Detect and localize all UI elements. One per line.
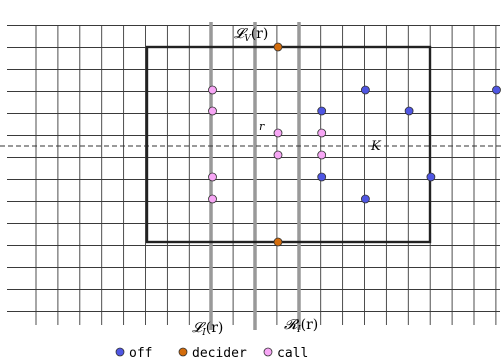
- off-point: [404, 106, 414, 116]
- call-point: [317, 128, 327, 138]
- call-point: [208, 172, 217, 182]
- legend-item-decider: decider: [178, 346, 247, 361]
- region-box: [145, 45, 432, 244]
- off-point: [360, 85, 370, 95]
- decider-point: [273, 42, 283, 52]
- decider-point: [273, 237, 283, 247]
- points: [208, 42, 501, 247]
- legend-swatch: [178, 347, 188, 357]
- legend-label: call: [277, 346, 308, 361]
- off-point: [317, 172, 327, 182]
- call-point: [208, 194, 217, 204]
- legend-item-off: off: [115, 346, 152, 361]
- legend-item-call: call: [263, 346, 308, 361]
- legend-swatch: [115, 347, 125, 357]
- call-point: [273, 128, 283, 138]
- light-cone-lines: [209, 22, 301, 330]
- r-i-label: 𝓡I(r): [284, 317, 318, 335]
- call-point: [208, 85, 217, 95]
- l-v-label: 𝓛V(r): [234, 26, 268, 44]
- off-point: [360, 194, 370, 204]
- l-i-arg: (r): [206, 320, 224, 336]
- legend-swatch: [263, 347, 273, 357]
- r-i-symbol: 𝓡: [284, 317, 300, 333]
- l-v-arg: (r): [251, 26, 269, 42]
- legend-label: off: [129, 346, 152, 361]
- k-label: K: [370, 139, 382, 154]
- call-point: [317, 150, 327, 160]
- call-point: [273, 150, 283, 160]
- off-point: [317, 106, 327, 116]
- r-i-arg: (r): [301, 317, 319, 333]
- off-point: [426, 172, 436, 182]
- l-i-label: 𝓛I(r): [192, 320, 223, 338]
- off-point: [492, 85, 501, 95]
- call-point: [208, 106, 217, 116]
- r-i-subscript: I: [296, 325, 301, 335]
- r-point-label: r: [259, 120, 265, 133]
- l-i-subscript: I: [201, 328, 206, 338]
- legend-label: decider: [192, 346, 247, 361]
- legend: off decider call: [115, 346, 308, 361]
- l-v-subscript: V: [244, 34, 252, 44]
